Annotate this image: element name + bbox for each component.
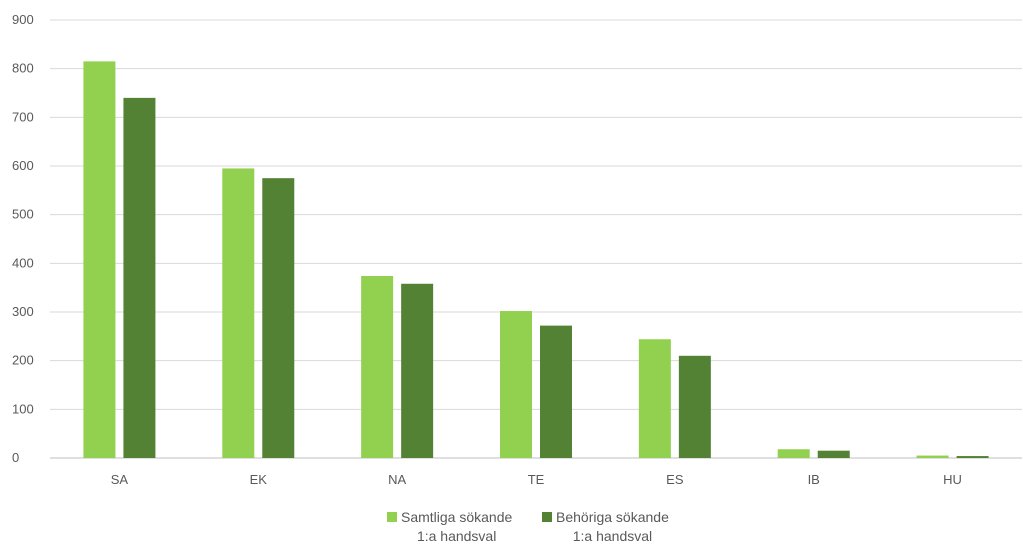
legend-label-samtliga-line1: Samtliga sökande	[401, 509, 513, 525]
bar-ib-series-1	[777, 449, 810, 458]
x-tick-label: ES	[666, 472, 684, 487]
x-tick-label: SA	[111, 472, 129, 487]
x-tick-label: TE	[528, 472, 545, 487]
bar-ek-series-1	[222, 168, 255, 458]
y-tick-label: 800	[12, 61, 34, 76]
legend-label-behoriga-line2: 1:a handsval	[572, 528, 653, 544]
x-tick-label: NA	[388, 472, 406, 487]
bars	[83, 61, 989, 458]
x-axis-ticks: SA EK NA TE ES IB HU	[111, 472, 962, 487]
bar-chart: 0 100 200 300 400 500 600 700 800 900 SA EK NA TE ES I…	[12, 12, 1022, 487]
y-tick-label: 0	[12, 450, 19, 465]
gridlines	[50, 19, 1022, 459]
bar-hu-series-2	[956, 456, 989, 458]
bar-sa-series-1	[83, 61, 116, 458]
y-tick-label: 300	[12, 304, 34, 319]
bar-te-series-2	[540, 325, 572, 458]
legend-label-behoriga-line1: Behöriga sökande	[556, 509, 669, 525]
bar-hu-series-1	[916, 455, 949, 458]
bar-ek-series-2	[262, 178, 295, 458]
y-tick-label: 200	[12, 353, 34, 368]
bar-es-series-2	[678, 355, 711, 458]
bar-na-series-1	[361, 275, 394, 458]
y-tick-label: 700	[12, 109, 34, 124]
legend-swatch-samtliga	[387, 512, 397, 522]
x-tick-label: HU	[943, 472, 962, 487]
y-tick-label: 500	[12, 207, 34, 222]
x-tick-label: EK	[250, 472, 268, 487]
bar-te-series-1	[500, 311, 532, 458]
bar-ib-series-2	[817, 450, 850, 458]
bar-es-series-1	[638, 339, 671, 458]
legend-label-samtliga-line2: 1:a handsval	[416, 528, 497, 544]
y-tick-label: 400	[12, 255, 34, 270]
x-tick-label: IB	[808, 472, 820, 487]
y-axis-ticks: 0 100 200 300 400 500 600 700 800 900	[12, 12, 34, 465]
bar-sa-series-2	[123, 97, 156, 458]
y-tick-label: 100	[12, 401, 34, 416]
bar-na-series-2	[401, 283, 434, 458]
y-tick-label: 600	[12, 158, 34, 173]
legend-swatch-behoriga	[542, 512, 552, 522]
legend: Samtliga sökande 1:a handsval Behöriga sö…	[0, 508, 1023, 544]
y-tick-label: 900	[12, 12, 34, 27]
legend-label-samtliga: Samtliga sökande 1:a handsval	[401, 508, 512, 546]
legend-label-behoriga: Behöriga sökande 1:a handsval	[556, 508, 669, 546]
